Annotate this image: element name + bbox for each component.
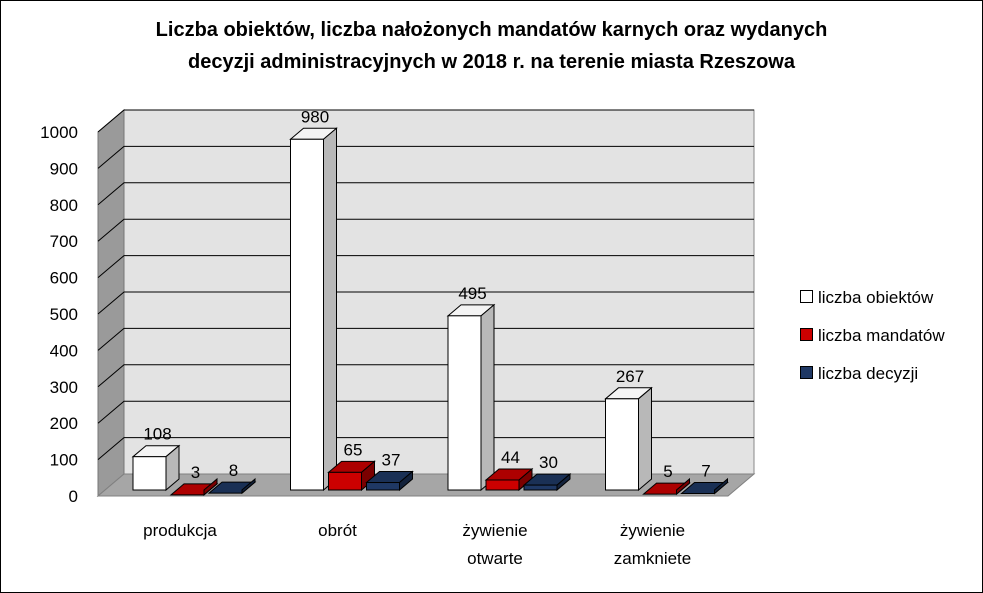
legend-item-fines: liczba mandatów xyxy=(800,326,945,346)
y-tick-label: 800 xyxy=(50,196,78,215)
y-tick-label: 500 xyxy=(50,305,78,324)
gridline xyxy=(97,218,754,242)
bar xyxy=(132,456,167,491)
bar xyxy=(485,479,520,491)
legend-label-fines: liczba mandatów xyxy=(818,326,945,345)
bar-value-label: 30 xyxy=(539,453,558,472)
y-tick-label: 700 xyxy=(50,232,78,251)
x-category-label: obrót xyxy=(318,521,357,540)
bar-value-label: 108 xyxy=(143,425,171,444)
y-tick-label: 600 xyxy=(50,269,78,288)
gridline xyxy=(97,400,754,424)
x-category-label: otwarte xyxy=(467,549,523,568)
bar-value-label: 267 xyxy=(616,367,644,386)
gridline xyxy=(97,327,754,351)
x-category-label: produkcja xyxy=(143,521,217,540)
bar-value-label: 65 xyxy=(344,440,363,459)
y-tick-label: 1000 xyxy=(40,123,78,142)
y-tick-label: 400 xyxy=(50,341,78,360)
legend-swatch-decisions xyxy=(800,366,813,380)
chart-title-line-1: Liczba obiektów, liczba nałożonych manda… xyxy=(155,19,828,41)
chart-floor xyxy=(96,473,756,497)
y-tick-label: 200 xyxy=(50,414,78,433)
x-category-label: zamkniete xyxy=(614,549,691,568)
gridline xyxy=(97,182,754,206)
legend-swatch-objects xyxy=(800,290,813,304)
y-tick-label: 900 xyxy=(50,159,78,178)
legend-item-decisions: liczba decyzji xyxy=(800,364,918,384)
bar-value-label: 3 xyxy=(191,463,200,482)
bar-side xyxy=(480,303,495,492)
bar-value-label: 495 xyxy=(458,284,486,303)
bar-side xyxy=(714,477,728,495)
gridline xyxy=(97,255,754,278)
bar-side xyxy=(676,477,690,496)
y-tick-label: 0 xyxy=(69,487,78,506)
bar-side xyxy=(241,477,256,495)
x-category-label: żywienie xyxy=(462,521,527,540)
gridline xyxy=(97,364,754,388)
bar xyxy=(328,471,362,491)
bar-side xyxy=(323,127,337,492)
bar xyxy=(523,484,558,491)
bar-value-label: 980 xyxy=(301,107,329,126)
chart-title-line-2: decyzji administracyjnych w 2018 r. na t… xyxy=(188,51,795,73)
bar-value-label: 8 xyxy=(229,461,238,480)
legend-label-objects: liczba obiektów xyxy=(818,288,934,307)
gridline xyxy=(97,437,754,460)
legend-label-decisions: liczba decyzji xyxy=(818,364,919,383)
y-tick-label: 100 xyxy=(50,451,78,470)
bar-value-label: 5 xyxy=(663,462,672,481)
bar xyxy=(290,138,324,491)
bar-value-label: 37 xyxy=(382,451,401,470)
gridline xyxy=(97,109,754,133)
y-tick-label: 300 xyxy=(50,378,78,397)
legend-item-objects: liczba obiektów xyxy=(800,288,933,308)
bar-value-label: 7 xyxy=(701,461,710,480)
bar xyxy=(366,482,400,491)
bar xyxy=(605,398,639,491)
gridline xyxy=(97,291,754,315)
bar xyxy=(447,315,482,491)
legend-swatch-fines xyxy=(800,328,813,342)
bar-side xyxy=(203,477,218,496)
bar-side xyxy=(638,386,652,492)
bar-value-label: 44 xyxy=(501,448,520,467)
gridline xyxy=(97,145,754,169)
x-category-label: żywienie xyxy=(620,521,685,540)
